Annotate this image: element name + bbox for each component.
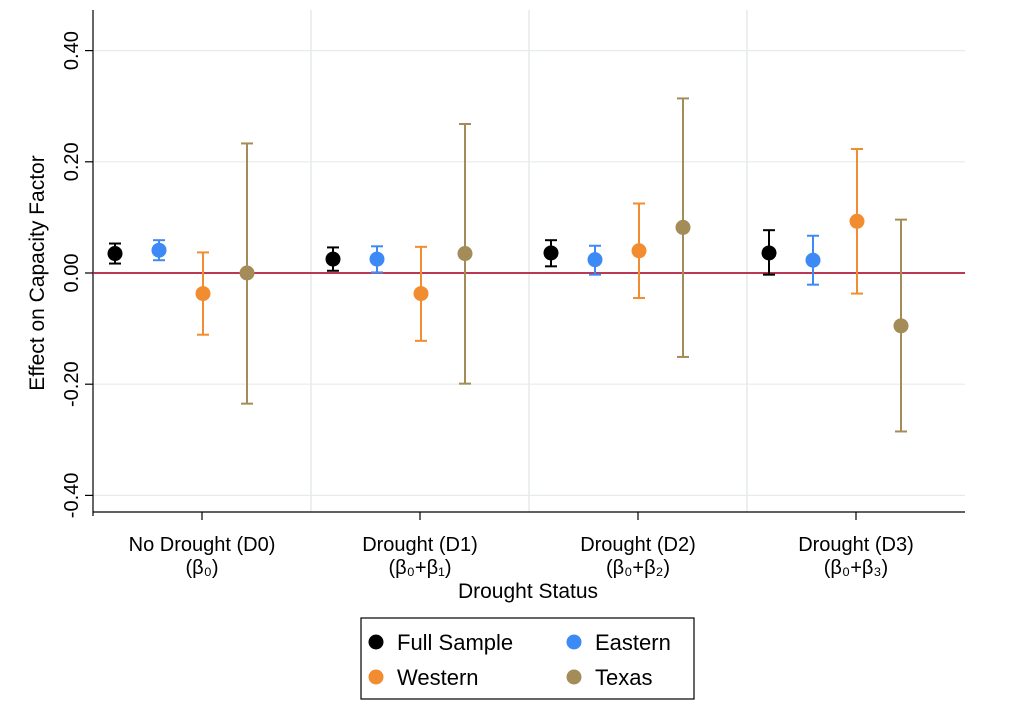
point-estimate-marker <box>195 286 211 302</box>
point-estimate-marker <box>543 245 559 261</box>
point-estimate-marker <box>893 318 909 334</box>
legend-box <box>360 617 695 700</box>
data-marks <box>93 97 965 433</box>
legend-label: Eastern <box>595 630 671 655</box>
point-estimate-marker <box>631 243 647 259</box>
legend-marker <box>566 634 582 650</box>
y-axis-title: Effect on Capacity Factor <box>26 155 49 390</box>
y-tick-label: 0.40 <box>61 31 83 70</box>
point-estimate-marker <box>239 265 255 281</box>
legend-marker <box>368 634 384 650</box>
point-estimate-marker <box>675 219 691 235</box>
x-tick-label: (β₀+β₂) <box>606 557 670 579</box>
y-tick-label: -0.40 <box>61 473 83 519</box>
x-tick-label: No Drought (D0) <box>129 534 276 556</box>
legend-label: Texas <box>595 665 652 690</box>
legend: Full Sample Eastern Western Texas <box>360 617 695 700</box>
y-tick-label: 0.20 <box>61 142 83 181</box>
y-tick-label: -0.20 <box>61 361 83 407</box>
x-tick-label: Drought (D1) <box>362 534 478 556</box>
point-estimate-marker <box>151 242 167 258</box>
legend-marker <box>368 669 384 685</box>
legend-label: Full Sample <box>397 630 513 655</box>
x-tick-label: Drought (D3) <box>798 534 914 556</box>
point-estimate-marker <box>369 251 385 267</box>
point-estimate-marker <box>457 246 473 262</box>
x-tick-label: (β₀) <box>185 557 218 579</box>
legend-marker <box>566 669 582 685</box>
legend-label: Western <box>397 665 479 690</box>
point-estimate-marker <box>107 246 123 262</box>
point-estimate-marker <box>805 252 821 268</box>
x-tick-label: (β₀+β₁) <box>388 557 451 579</box>
point-estimate-marker <box>849 213 865 229</box>
point-estimate-marker <box>761 245 777 261</box>
grid-lines <box>93 10 965 512</box>
point-estimate-marker <box>587 252 603 268</box>
x-tick-label: Drought (D2) <box>580 534 696 556</box>
x-axis-title: Drought Status <box>458 580 598 603</box>
y-tick-label: 0.00 <box>61 254 83 293</box>
x-tick-label: (β₀+β₃) <box>824 557 888 579</box>
point-estimate-marker <box>325 251 341 267</box>
point-estimate-marker <box>413 286 429 302</box>
